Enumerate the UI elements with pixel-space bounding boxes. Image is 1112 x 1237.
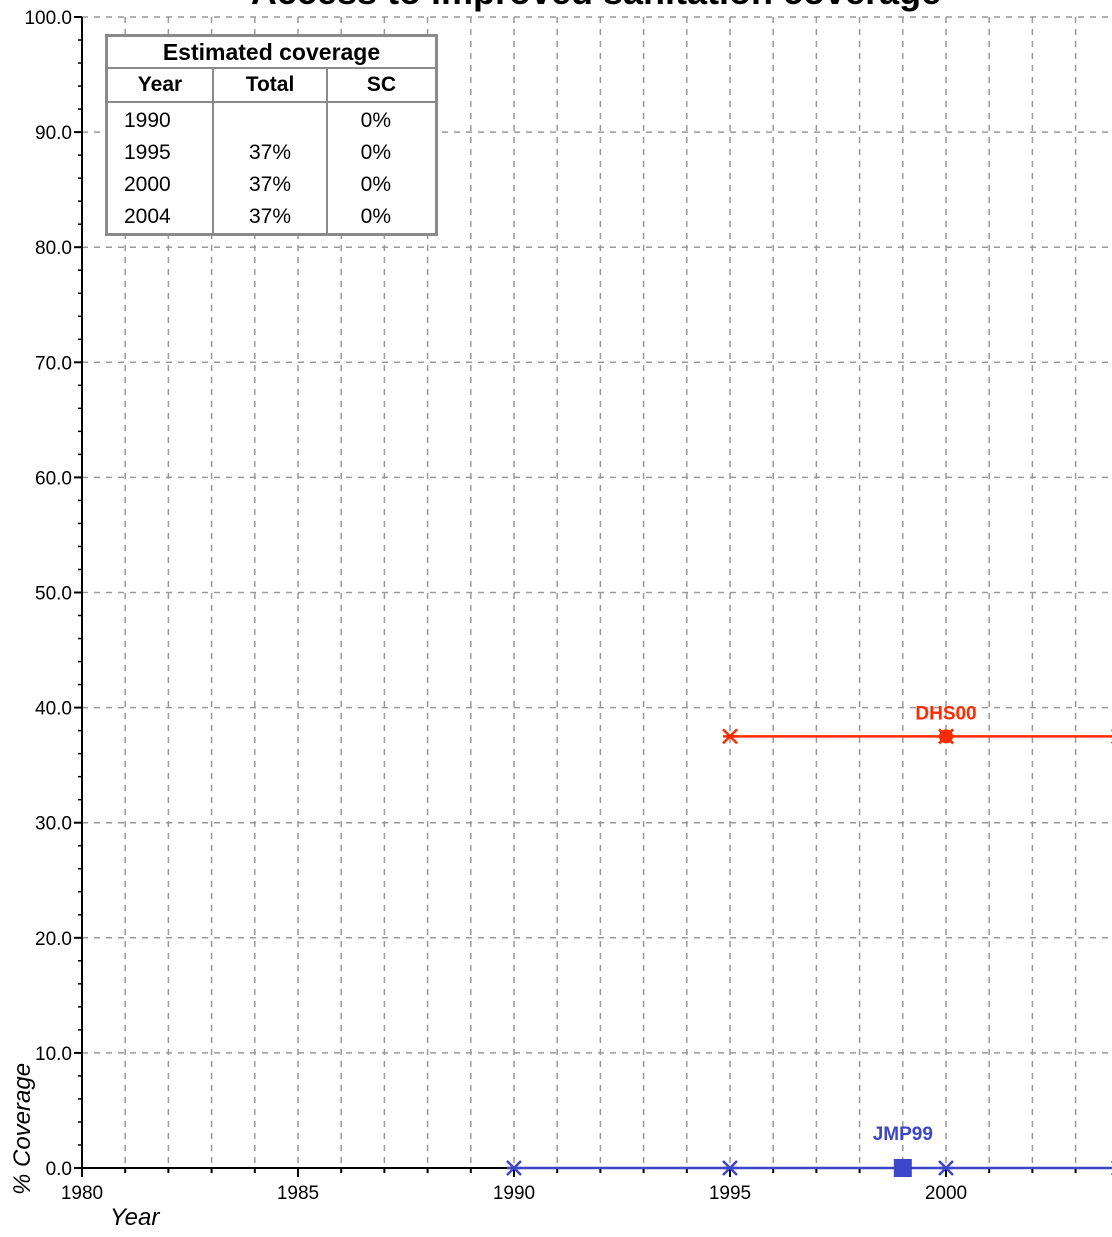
table-header-row: Year Total SC <box>106 68 437 103</box>
survey-point-label: JMP99 <box>873 1124 933 1145</box>
cell-sc: 0% <box>360 205 391 228</box>
y-tick-label: 90.0 <box>35 123 72 144</box>
x-marker <box>506 1160 522 1176</box>
cell-sc: 0% <box>360 141 391 164</box>
y-tick-label: 60.0 <box>35 468 72 489</box>
x-marker <box>938 1160 954 1176</box>
cell-sc: 0% <box>360 109 391 132</box>
x-tick-label: 1980 <box>61 1183 103 1204</box>
cell-sc: 0% <box>360 173 391 196</box>
cell-total: 37% <box>213 201 328 235</box>
cell-total: 37% <box>213 137 328 169</box>
y-tick-label: 0.0 <box>46 1159 72 1180</box>
header-year: Year <box>106 68 214 103</box>
x-tick-label: 2000 <box>925 1183 967 1204</box>
y-tick-label: 80.0 <box>35 238 72 259</box>
cell-year: 1995 <box>106 137 214 169</box>
x-tick-label: 1985 <box>277 1183 319 1204</box>
table-row: 1990 0% <box>106 102 437 137</box>
y-axis-label: % Coverage <box>9 1063 36 1195</box>
y-tick-label: 30.0 <box>35 814 72 835</box>
cell-total: 37% <box>213 169 328 201</box>
table-caption: Estimated coverage <box>106 35 437 69</box>
table-caption-row: Estimated coverage <box>106 35 437 69</box>
header-total: Total <box>213 68 328 103</box>
x-marker <box>722 1160 738 1176</box>
x-tick-label: 1990 <box>493 1183 535 1204</box>
x-marker <box>722 728 738 745</box>
y-tick-label: 100.0 <box>24 8 72 29</box>
series-lines <box>514 735 1112 1170</box>
y-tick-label: 10.0 <box>35 1044 72 1065</box>
grid-lines <box>82 16 1112 1168</box>
x-axis-label: Year <box>110 1204 160 1231</box>
survey-point-star <box>938 728 954 745</box>
survey-point-label: DHS00 <box>915 703 976 724</box>
y-tick-label: 70.0 <box>35 353 72 374</box>
y-tick-label: 20.0 <box>35 929 72 950</box>
x-marker <box>938 728 954 745</box>
table-row: 2004 37% 0% <box>106 201 437 235</box>
cell-total <box>213 102 328 137</box>
survey-point-square <box>893 1159 912 1177</box>
y-tick-label: 40.0 <box>35 699 72 720</box>
estimated-coverage-table: Estimated coverage Year Total SC 1990 0%… <box>105 34 438 236</box>
y-tick-label: 50.0 <box>35 584 72 605</box>
table-row: 2000 37% 0% <box>106 169 437 201</box>
cell-year: 1990 <box>106 102 214 137</box>
cell-year: 2000 <box>106 169 214 201</box>
chart-title: Access to improved sanitation coverage <box>251 0 941 12</box>
header-sc: SC <box>327 68 437 103</box>
x-tick-label: 1995 <box>709 1183 751 1204</box>
table-row: 1995 37% 0% <box>106 137 437 169</box>
data-markers: DHS00 JMP99 <box>506 703 1112 1177</box>
cell-year: 2004 <box>106 201 214 235</box>
